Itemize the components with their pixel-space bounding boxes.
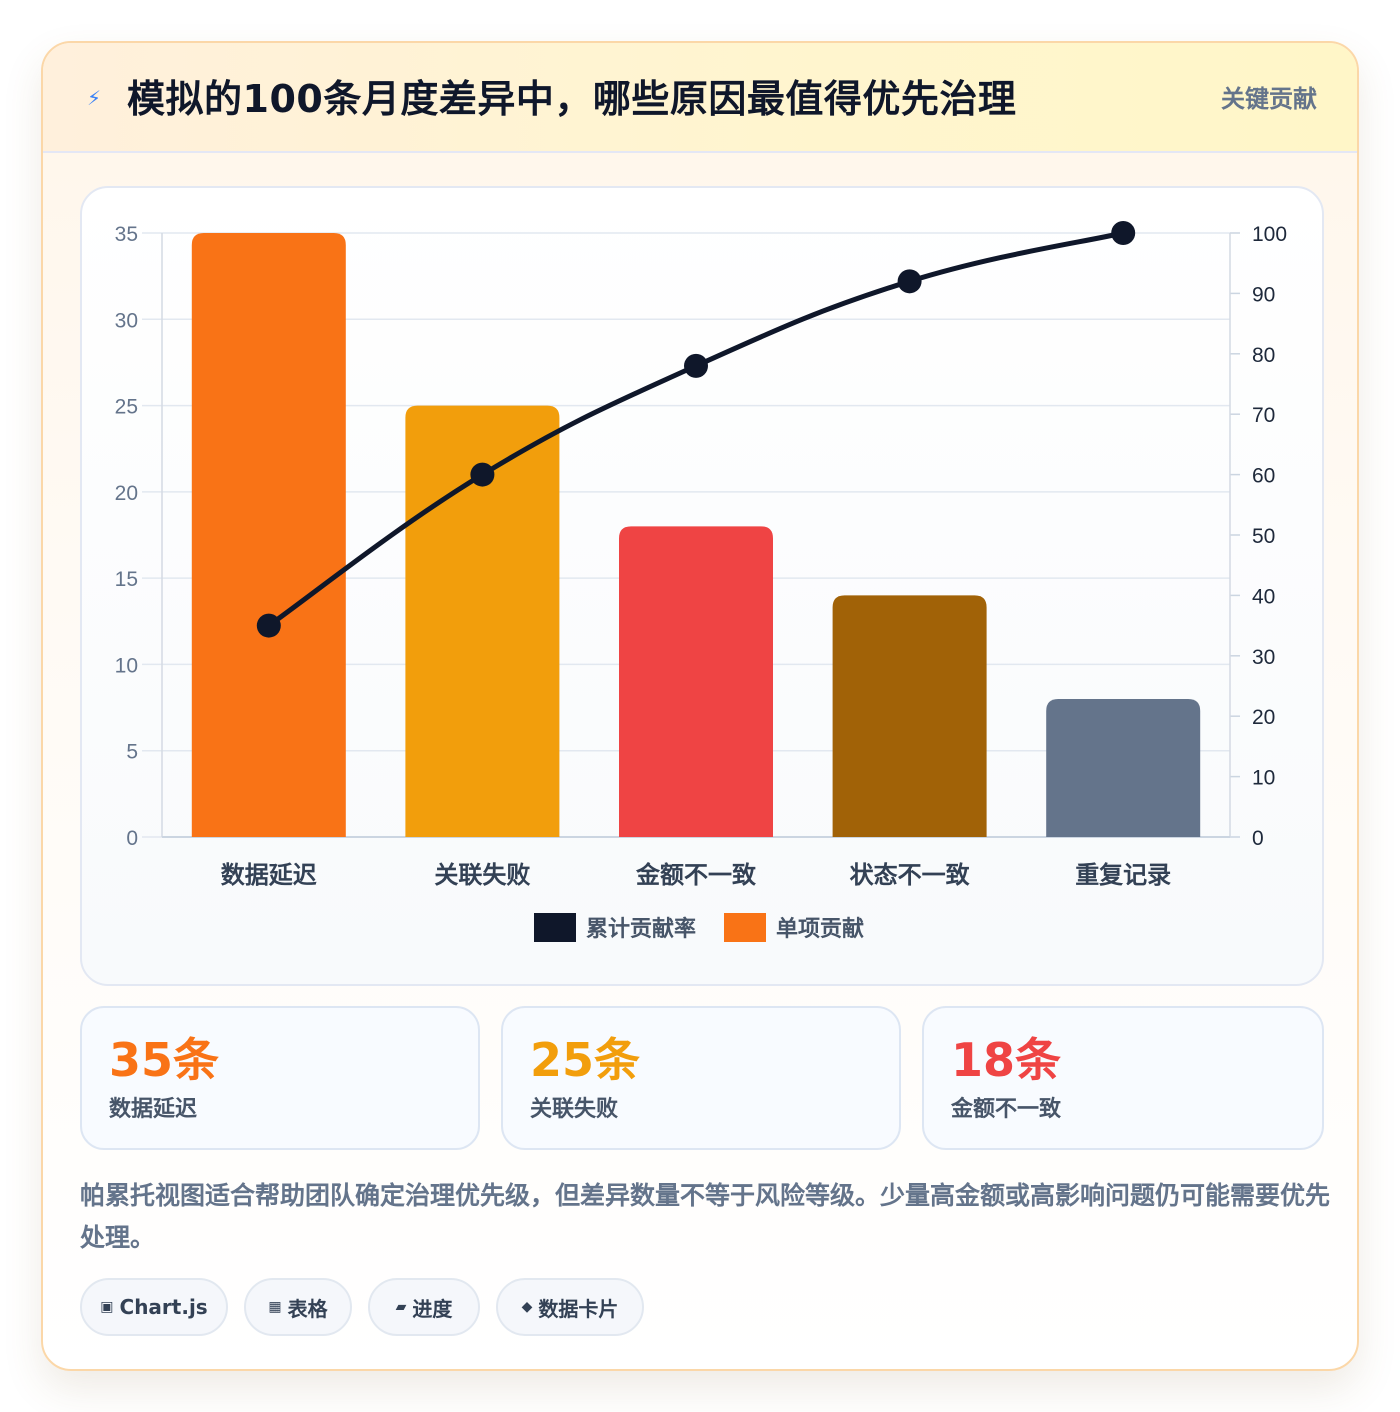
kpi-card-3: 18条 金额不一致 bbox=[922, 1006, 1324, 1150]
cumulative-point-1 bbox=[256, 613, 281, 638]
x-tick-label: 金额不一致 bbox=[635, 861, 757, 889]
kpi-value: 18条 bbox=[951, 1033, 1062, 1087]
y-left-tick-label: 35 bbox=[115, 223, 138, 246]
header-badge: 关键贡献 bbox=[1221, 85, 1317, 113]
pareto-chart: 0 5 10 15 20 25 30 35 0 10 20 30 40 50 60 70 80 90 100 数据延迟… bbox=[115, 221, 1287, 942]
y-left-tick-label: 20 bbox=[115, 482, 138, 505]
kpi-label: 金额不一致 bbox=[951, 1097, 1062, 1122]
dashboard-card: ⚡ 模拟的100条月度差异中，哪些原因最值得优先治理 关键贡献 0 5 10 15 20… bbox=[41, 41, 1359, 1371]
tag-table[interactable]: ▦ 表格 bbox=[244, 1278, 352, 1336]
y-right-tick-label: 60 bbox=[1252, 465, 1275, 488]
x-tick-label: 数据延迟 bbox=[221, 862, 317, 889]
bar-3 bbox=[619, 526, 773, 837]
tag-progress[interactable]: ▰ 进度 bbox=[368, 1278, 480, 1336]
y-right-tick-label: 90 bbox=[1252, 283, 1275, 306]
y-right-tick-label: 80 bbox=[1252, 344, 1275, 367]
page-title: 模拟的100条月度差异中，哪些原因最值得优先治理 bbox=[127, 77, 1017, 121]
x-tick-label: 重复记录 bbox=[1075, 862, 1171, 889]
progress-icon: ▰ bbox=[395, 1299, 407, 1315]
tag-label: 表格 bbox=[287, 1296, 328, 1321]
bar-4 bbox=[832, 595, 987, 837]
y-right-tick-label: 100 bbox=[1252, 223, 1287, 246]
cumulative-point-2 bbox=[470, 462, 495, 487]
cumulative-point-3 bbox=[684, 353, 708, 378]
card-header: ⚡ 模拟的100条月度差异中，哪些原因最值得优先治理 关键贡献 bbox=[43, 43, 1357, 153]
bar-5 bbox=[1046, 698, 1201, 837]
y-right-tick-label: 30 bbox=[1252, 646, 1275, 669]
legend-label: 单项贡献 bbox=[776, 916, 864, 941]
x-tick-label: 状态不一致 bbox=[850, 861, 971, 889]
y-left-tick-label: 10 bbox=[115, 654, 138, 677]
legend-label: 累计贡献率 bbox=[586, 916, 696, 941]
x-tick-label: 关联失败 bbox=[434, 862, 530, 889]
kpi-card-2: 25条 关联失败 bbox=[501, 1006, 901, 1150]
legend-swatch bbox=[534, 913, 576, 942]
bar-1 bbox=[191, 233, 346, 837]
chart-icon: ▣ bbox=[100, 1299, 114, 1315]
chart-panel: 0 5 10 15 20 25 30 35 0 10 20 30 40 50 60 70 80 90 100 数据延迟… bbox=[80, 186, 1324, 986]
table-icon: ▦ bbox=[268, 1299, 282, 1315]
y-right-tick-label: 10 bbox=[1252, 767, 1275, 790]
tag-chartjs[interactable]: ▣ Chart.js bbox=[80, 1278, 228, 1336]
y-left-tick-label: 30 bbox=[115, 309, 138, 332]
bar-2 bbox=[405, 405, 560, 837]
kpi-value: 25条 bbox=[530, 1033, 641, 1087]
y-left-tick-label: 15 bbox=[115, 568, 138, 591]
cumulative-point-5 bbox=[1111, 221, 1136, 245]
legend-swatch bbox=[724, 913, 766, 942]
tag-label: 进度 bbox=[412, 1296, 453, 1321]
y-left-tick-label: 5 bbox=[126, 741, 138, 764]
diamond-icon: ◆ bbox=[521, 1299, 533, 1315]
kpi-label: 关联失败 bbox=[530, 1097, 619, 1122]
y-left-tick-label: 0 bbox=[126, 827, 138, 850]
y-right-tick-label: 40 bbox=[1252, 585, 1275, 608]
insight-note: 帕累托视图适合帮助团队确定治理优先级，但差异数量不等于风险等级。少量高金额或高影… bbox=[80, 1181, 1331, 1252]
tag-label: 数据卡片 bbox=[538, 1296, 619, 1321]
y-right-tick-label: 70 bbox=[1252, 404, 1275, 427]
tag-data-card[interactable]: ◆ 数据卡片 bbox=[496, 1278, 644, 1336]
tag-label: Chart.js bbox=[119, 1295, 208, 1319]
cumulative-point-4 bbox=[897, 269, 922, 294]
kpi-label: 数据延迟 bbox=[109, 1097, 198, 1122]
kpi-value: 35条 bbox=[109, 1033, 220, 1087]
y-left-tick-label: 25 bbox=[115, 396, 138, 419]
lightning-icon: ⚡ bbox=[87, 86, 102, 110]
y-right-tick-label: 0 bbox=[1252, 827, 1264, 850]
y-right-tick-label: 50 bbox=[1252, 525, 1275, 548]
y-right-tick-label: 20 bbox=[1252, 706, 1275, 729]
kpi-card-1: 35条 数据延迟 bbox=[80, 1006, 480, 1150]
